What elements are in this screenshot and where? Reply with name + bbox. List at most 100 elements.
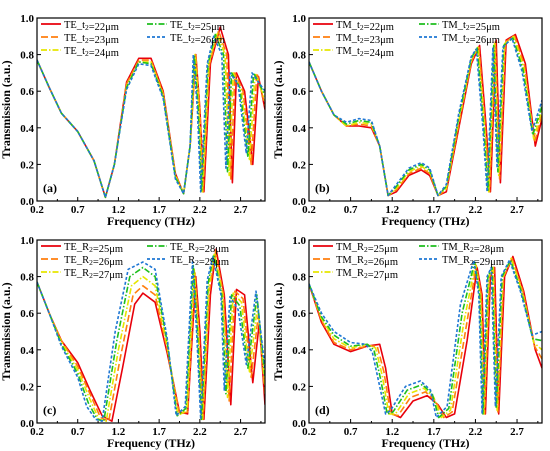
series-group	[37, 26, 265, 199]
legend-label-1: TM_R2=25μm	[336, 242, 398, 255]
x-tick-label: 1.2	[112, 204, 126, 216]
legend-label-2: TE_t2=23μm	[64, 33, 119, 46]
legend-label-2: TE_R2=26μm	[64, 255, 123, 268]
x-tick-label: 0.2	[30, 204, 44, 216]
y-tick-label: 0.8	[292, 272, 306, 284]
legend-label-5: TM_R2=29μm	[442, 255, 504, 268]
x-tick-label: 2.7	[234, 426, 248, 438]
series-line-1	[309, 255, 542, 419]
legend-label-3: TM_R2=27μm	[336, 268, 398, 281]
y-tick-label: 0.0	[20, 196, 34, 208]
y-tick-label: 1.0	[20, 235, 34, 247]
x-tick-label: 1.7	[152, 426, 166, 438]
x-tick-label: 1.2	[385, 426, 399, 438]
legend-label-4: TE_t2=25μm	[170, 20, 225, 33]
panel-label: (d)	[315, 403, 330, 417]
panel-c: 0.2 0.7 1.2 1.7 2.2 2.70.00.20.40.60.81.0Freq…	[0, 235, 266, 450]
y-tick-label: 1.0	[20, 13, 34, 25]
plot-frame	[36, 17, 266, 202]
y-axis-label: Transmission (a.u.)	[271, 60, 285, 158]
legend-label-4: TM_R2=28μm	[442, 242, 504, 255]
y-tick-label: 0.0	[292, 418, 306, 430]
y-tick-label: 0.4	[292, 123, 306, 135]
x-tick-label: 2.2	[469, 204, 483, 216]
x-tick-label: 1.2	[112, 426, 126, 438]
series-line-5	[309, 37, 542, 197]
x-tick-label: 2.7	[234, 204, 248, 216]
x-tick-label: 2.7	[510, 426, 524, 438]
x-tick-label: 0.7	[344, 426, 358, 438]
series-group	[309, 33, 542, 197]
x-tick-label: 0.2	[302, 426, 316, 438]
x-axis-label: Frequency (THz)	[107, 214, 195, 228]
legend-label-5: TM_t2=26μm	[442, 33, 500, 46]
legend-label-2: TM_t2=23μm	[336, 33, 394, 46]
y-tick-label: 0.8	[20, 50, 34, 62]
x-tick-label: 1.7	[427, 426, 441, 438]
series-line-4	[309, 259, 542, 419]
y-tick-label: 0.6	[292, 308, 306, 320]
legend-label-5: TE_R2=29μm	[170, 255, 229, 268]
y-tick-label: 0.2	[292, 381, 306, 393]
x-tick-label: 0.7	[71, 426, 85, 438]
plot-frame	[308, 239, 543, 424]
x-tick-label: 1.7	[427, 204, 441, 216]
series-line-3	[37, 252, 265, 422]
x-tick-label: 0.7	[344, 204, 358, 216]
y-tick-label: 0.6	[292, 86, 306, 98]
x-tick-label: 2.2	[193, 204, 207, 216]
y-tick-label: 0.0	[292, 196, 306, 208]
x-axis-label: Frequency (THz)	[381, 214, 469, 228]
panel-label: (a)	[43, 181, 57, 195]
legend-label-1: TE_R2=25μm	[64, 242, 123, 255]
series-group	[37, 248, 265, 422]
legend-label-5: TE_t2=26μm	[170, 33, 225, 46]
legend-label-3: TE_R2=27μm	[64, 268, 123, 281]
legend-label-3: TE_t2=24μm	[64, 46, 119, 59]
series-line-3	[309, 257, 542, 419]
x-tick-label: 1.7	[152, 204, 166, 216]
y-tick-label: 0.4	[20, 123, 34, 135]
panel-b: 0.2 0.7 1.2 1.7 2.2 2.70.00.20.40.60.81.0Freq…	[271, 13, 543, 228]
x-axis-label: Frequency (THz)	[107, 436, 195, 450]
y-tick-label: 1.0	[292, 13, 306, 25]
series-line-4	[37, 253, 265, 422]
legend-label-1: TM_t2=22μm	[336, 20, 394, 33]
x-tick-label: 2.7	[510, 204, 524, 216]
y-tick-label: 0.8	[292, 50, 306, 62]
y-tick-label: 0.6	[20, 308, 34, 320]
y-tick-label: 0.2	[20, 381, 34, 393]
x-tick-label: 0.2	[30, 426, 44, 438]
plot-frame	[36, 239, 266, 424]
legend-label-4: TM_t2=25μm	[442, 20, 500, 33]
legend-label-1: TE_t2=22μm	[64, 20, 119, 33]
x-tick-label: 0.7	[71, 204, 85, 216]
series-line-5	[37, 255, 265, 422]
y-tick-label: 0.2	[292, 159, 306, 171]
y-tick-label: 0.0	[20, 418, 34, 430]
series-line-5	[309, 259, 542, 419]
series-line-2	[309, 35, 542, 197]
y-axis-label: Transmission (a.u.)	[271, 282, 285, 380]
x-tick-label: 0.2	[302, 204, 316, 216]
series-group	[309, 255, 542, 419]
x-tick-label: 2.2	[469, 426, 483, 438]
series-line-5	[37, 35, 265, 199]
panel-a: 0.2 0.7 1.2 1.7 2.2 2.70.00.20.40.60.81.0Freq…	[0, 13, 266, 228]
panel-label: (c)	[43, 403, 56, 417]
y-tick-label: 0.8	[20, 272, 34, 284]
y-tick-label: 0.4	[292, 345, 306, 357]
plot-frame	[308, 17, 543, 202]
legend-label-2: TM_R2=26μm	[336, 255, 398, 268]
legend-label-3: TM_t2=24μm	[336, 46, 394, 59]
series-line-3	[309, 35, 542, 197]
y-axis-label: Transmission (a.u.)	[0, 282, 13, 380]
y-tick-label: 0.4	[20, 345, 34, 357]
y-tick-label: 1.0	[292, 235, 306, 247]
legend-label-4: TE_R2=28μm	[170, 242, 229, 255]
y-tick-label: 0.2	[20, 159, 34, 171]
